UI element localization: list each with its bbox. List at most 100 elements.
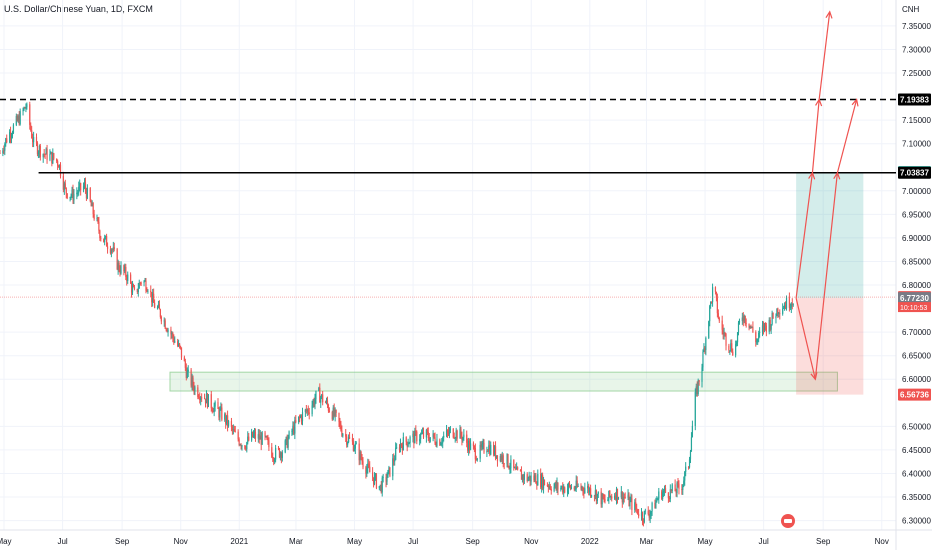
candle: [502, 453, 504, 468]
candle-body: [280, 452, 282, 458]
candle: [153, 288, 155, 303]
candle-body: [596, 493, 598, 501]
price-tag: 7.19383: [898, 93, 931, 106]
candle: [427, 427, 429, 441]
candle-body: [638, 513, 640, 517]
candle: [529, 475, 531, 487]
candle: [611, 493, 613, 502]
candle: [702, 349, 704, 372]
y-tick-label: 6.35000: [902, 493, 931, 502]
candle: [595, 489, 597, 505]
candle-body: [621, 491, 623, 503]
candle-body: [708, 321, 710, 338]
candle: [130, 281, 133, 298]
candle-body: [18, 116, 20, 125]
badge-mark: [784, 519, 792, 523]
candle: [244, 444, 246, 450]
candle-body: [65, 187, 67, 194]
candle: [369, 461, 371, 473]
candle: [667, 492, 669, 503]
candle-body: [171, 333, 173, 335]
candle-body: [493, 444, 495, 455]
candle-body: [311, 405, 313, 415]
candle: [725, 332, 727, 351]
candle-body: [749, 325, 751, 328]
candle-body: [225, 414, 227, 424]
candle-body: [52, 153, 54, 164]
projection-arrow-pullback[interactable]: [795, 98, 859, 381]
candle-body: [703, 347, 705, 352]
tradingview-badge: [781, 514, 795, 528]
candle: [26, 102, 28, 110]
candle-body: [50, 152, 52, 155]
candle: [42, 153, 44, 163]
candle: [166, 327, 168, 333]
candle-body: [333, 407, 335, 416]
candle-body: [322, 394, 324, 403]
candle-body: [258, 434, 260, 440]
candle: [600, 488, 602, 508]
candle-body: [172, 333, 174, 338]
candle-body: [248, 436, 250, 441]
candle-body: [345, 434, 347, 437]
profit-zone[interactable]: [796, 172, 864, 299]
candle: [178, 339, 180, 348]
candle: [501, 451, 503, 465]
candle: [393, 453, 395, 466]
candle-body: [527, 478, 529, 481]
candle-body: [711, 301, 713, 303]
candle-body: [735, 344, 737, 356]
candle: [150, 285, 152, 297]
support-zone[interactable]: [169, 371, 838, 392]
candle-body: [715, 291, 718, 298]
candle-body: [33, 137, 35, 143]
candle-body: [439, 439, 441, 446]
x-tick-label: Mar: [289, 537, 303, 546]
candle-body: [271, 447, 273, 458]
candle: [275, 444, 277, 463]
candle-body: [425, 430, 427, 438]
candle-body: [546, 485, 548, 486]
candle-body: [762, 325, 765, 330]
candle: [445, 424, 448, 438]
candle-body: [318, 387, 320, 391]
candle-body: [10, 135, 13, 138]
candle-body: [540, 474, 542, 488]
candle-body: [241, 445, 243, 447]
candle: [656, 496, 658, 503]
candle-body: [637, 509, 639, 514]
candle-body: [510, 459, 512, 469]
candle: [641, 511, 644, 526]
candle: [655, 497, 657, 509]
candle-body: [553, 486, 555, 491]
candle: [435, 441, 437, 447]
candle-body: [93, 214, 95, 220]
candle: [187, 365, 189, 377]
candle-body: [118, 263, 120, 271]
candle-body: [664, 488, 667, 493]
candle: [677, 478, 679, 488]
candle-body: [685, 466, 687, 472]
candle-body: [112, 247, 114, 251]
candle: [597, 491, 599, 499]
candle: [422, 427, 425, 439]
projection-segment: [811, 99, 820, 173]
candle-body: [452, 428, 454, 438]
x-tick-text: 2021: [230, 537, 248, 546]
candle-body: [508, 466, 510, 469]
candle: [406, 441, 408, 452]
candle-body: [577, 486, 579, 488]
x-tick-label: Nov: [524, 537, 538, 546]
candle: [353, 444, 355, 452]
candle-body: [771, 312, 773, 325]
candle: [298, 416, 300, 425]
candle-body: [257, 434, 259, 439]
candle: [299, 414, 302, 419]
candle: [675, 488, 677, 497]
loss-zone[interactable]: [796, 298, 864, 395]
candle-body: [103, 238, 105, 243]
projection-arrow-bullish[interactable]: [795, 10, 833, 299]
candle: [254, 428, 257, 442]
candle-body: [130, 274, 132, 284]
